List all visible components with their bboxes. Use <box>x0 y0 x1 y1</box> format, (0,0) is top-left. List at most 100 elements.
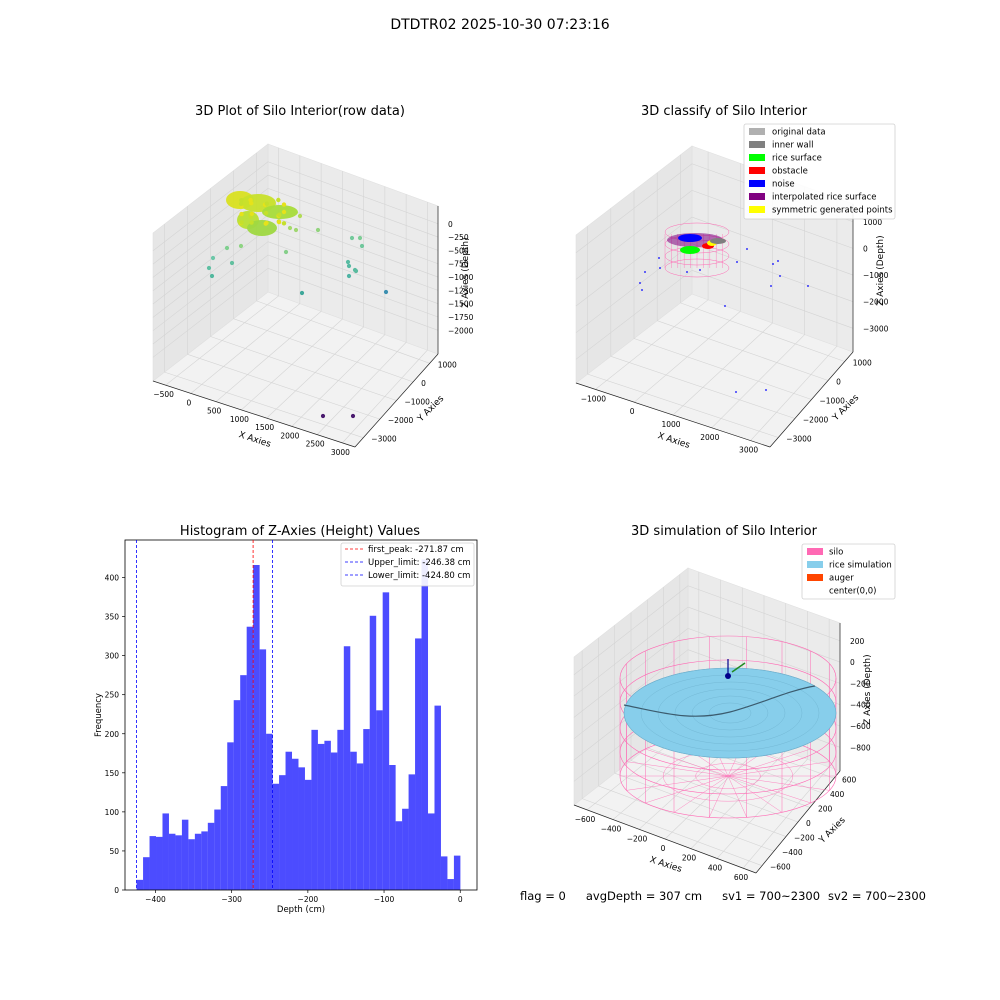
p4-legend-label: center(0,0) <box>829 587 877 597</box>
p1-surface-point <box>281 202 287 207</box>
p1-grid-z <box>152 254 269 345</box>
p1-grid-y <box>164 371 364 438</box>
p1-data-point <box>357 235 363 241</box>
p4-xtick: 200 <box>682 854 697 863</box>
p1-grid-z <box>152 161 269 251</box>
p3-bar <box>285 751 293 890</box>
p4-ztick: −600 <box>850 722 871 731</box>
p4-grid-y <box>598 785 775 852</box>
p3-bar <box>272 783 280 890</box>
p1-surface-point <box>239 197 244 203</box>
p3-bar <box>330 752 338 890</box>
figure-title: DTDTR02 2025-10-30 07:23:16 <box>390 17 610 33</box>
p2-legend-box <box>743 123 896 220</box>
p1-ytick: 1000 <box>438 360 457 369</box>
p4-grid-y <box>614 772 787 837</box>
p4-xaxis-line <box>573 804 757 874</box>
p4-ztick: 0 <box>850 658 855 667</box>
p2-noise-point <box>644 271 646 273</box>
p3-bar <box>292 758 299 890</box>
p3-bar <box>214 809 221 890</box>
p4-silo-floor-spoke <box>645 775 729 804</box>
p1-surface-point <box>249 220 254 225</box>
p3-ytick: 250 <box>105 691 120 700</box>
p1-grid-y <box>210 336 397 401</box>
p3-bar <box>453 855 461 890</box>
p1-rice-cluster <box>262 205 298 219</box>
p3-bar <box>201 831 208 890</box>
p2-ytick: −3000 <box>786 435 812 444</box>
p4-legend-label: auger <box>829 574 854 584</box>
p4-xtick: −200 <box>627 834 648 843</box>
p3-ytick: 400 <box>105 574 120 583</box>
p1-surface-point <box>277 212 282 218</box>
p4-rice-mesh <box>657 681 803 745</box>
p4-ztick: −200 <box>850 679 871 688</box>
sv2-text: sv2 = 700~2300 <box>828 889 926 903</box>
p4-rice-mesh <box>691 695 769 731</box>
p3-xtick: −200 <box>298 895 319 904</box>
p2-noise-point <box>659 267 661 269</box>
p4-grid-z <box>573 628 689 718</box>
p1-ytick: −3000 <box>371 435 397 444</box>
p1-data-point <box>299 290 305 296</box>
p3-legend-label: Upper_limit: -246.38 cm <box>368 558 471 568</box>
p1-ztick: 0 <box>448 220 453 229</box>
p2-zlabel: Z Axies (Depth) <box>876 235 886 306</box>
p2-legend-swatch <box>749 206 765 213</box>
p3-xtick: −400 <box>145 895 166 904</box>
p3-bar <box>246 626 254 890</box>
p4-yaxis-line <box>755 770 841 874</box>
p4-rice-surface <box>623 667 837 759</box>
p1-xtick: 3000 <box>331 448 350 457</box>
p3-bar <box>311 729 318 890</box>
p4-ytick: −400 <box>782 848 803 857</box>
p4-grid-z <box>573 649 689 739</box>
p2-xlabel: X Axies <box>656 431 691 451</box>
p1-data-point <box>359 243 365 249</box>
p3-bar <box>421 559 429 890</box>
p3-bar <box>233 700 241 890</box>
p1-ztick: −1750 <box>448 313 474 322</box>
p2-yaxis-line <box>769 351 854 448</box>
p1-surface-point <box>276 219 282 225</box>
p4-ztick: −400 <box>850 701 871 710</box>
p2-noise-point <box>772 263 774 265</box>
p1-surface-point <box>239 220 244 225</box>
p3-bar <box>343 646 351 890</box>
p2-noise-point <box>639 282 641 284</box>
p2-legend-label: obstacle <box>772 167 808 177</box>
p2-grid-y <box>587 373 779 438</box>
p3-bar <box>240 675 247 890</box>
p1-data-point <box>209 273 215 279</box>
p2-legend-label: inner wall <box>772 141 813 151</box>
p2-grid-y <box>657 320 829 381</box>
p4-auger <box>731 662 746 673</box>
p3-bar <box>382 592 390 890</box>
panel3-title: Histogram of Z-Axies (Height) Values <box>179 524 421 539</box>
p4-rice-ridge <box>623 685 816 717</box>
p1-data-point <box>353 268 359 274</box>
p4-legend-label: silo <box>829 548 843 558</box>
panel2-classify-3d: −1000 0 1000 2000 3000 1000 0 −1000 −2000 −3000 10… <box>575 123 896 455</box>
panel1-title: 3D Plot of Silo Interior(row data) <box>195 104 405 119</box>
p2-ztick: −2000 <box>863 298 889 307</box>
p1-surface-point <box>264 201 270 206</box>
p1-surface-point <box>248 197 253 203</box>
p1-rice-cluster <box>247 220 277 236</box>
p3-ytick: 0 <box>114 886 119 895</box>
p3-bar <box>220 786 228 890</box>
p4-xtick: 600 <box>734 873 749 882</box>
p2-noise-point <box>724 305 726 307</box>
p1-grid-z <box>152 228 269 318</box>
p2-grid-y <box>633 338 812 400</box>
p4-silo-floor-spoke <box>673 775 729 813</box>
p2-noise-point <box>779 275 781 277</box>
p2-grid-z <box>691 270 854 329</box>
p3-bar <box>363 729 370 890</box>
p3-ytick: 50 <box>109 847 119 856</box>
p4-silo-floor-spoke <box>727 775 747 818</box>
p3-bar <box>156 836 163 890</box>
p1-surface-point <box>281 209 287 215</box>
